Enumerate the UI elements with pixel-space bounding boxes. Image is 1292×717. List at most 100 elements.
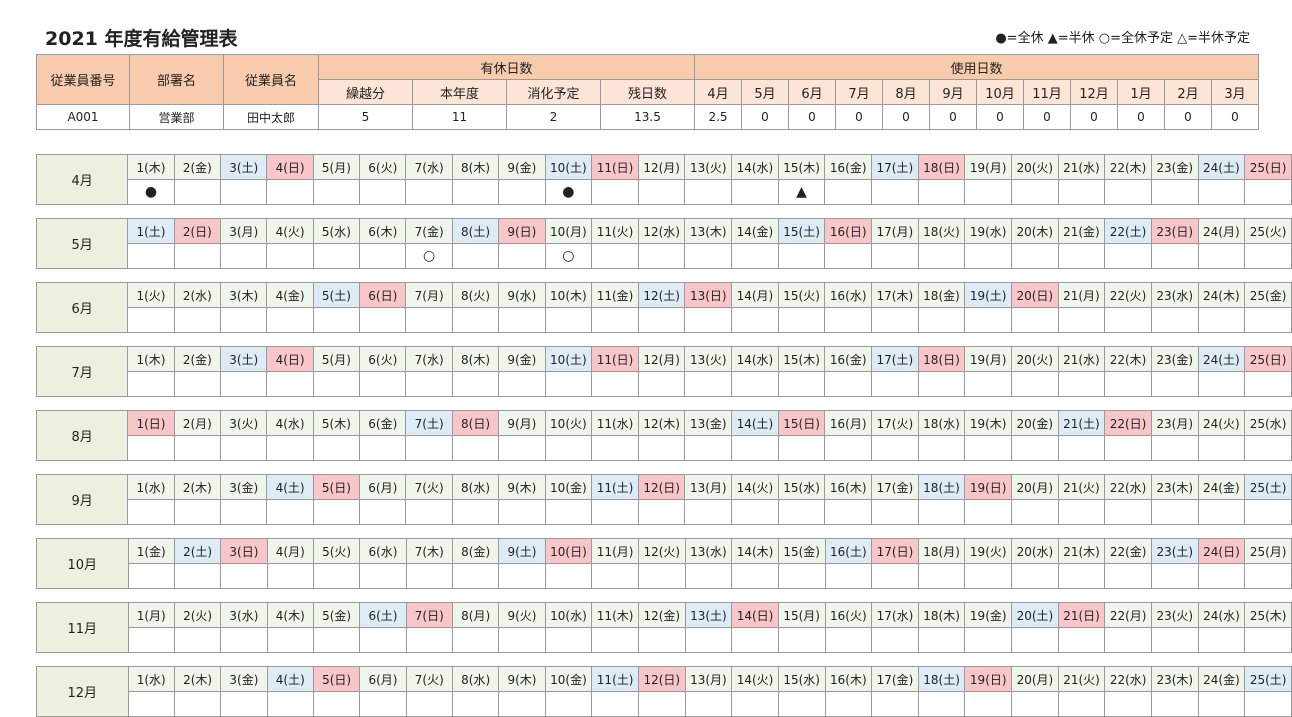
leave-mark-cell[interactable]: [266, 627, 314, 653]
leave-mark-cell[interactable]: [964, 435, 1012, 461]
leave-mark-cell[interactable]: [544, 563, 593, 589]
leave-mark-cell[interactable]: [498, 499, 546, 525]
leave-mark-cell[interactable]: [405, 371, 453, 397]
leave-mark-cell[interactable]: [127, 371, 175, 397]
leave-mark-cell[interactable]: [220, 691, 268, 717]
leave-mark-cell[interactable]: [173, 179, 222, 205]
leave-mark-cell[interactable]: [544, 435, 593, 461]
leave-mark-cell[interactable]: [544, 627, 593, 653]
leave-mark-cell[interactable]: [1244, 691, 1292, 717]
leave-mark-cell[interactable]: [173, 243, 222, 269]
month-used-cell[interactable]: 0: [1211, 104, 1259, 130]
leave-mark-cell[interactable]: [1057, 371, 1106, 397]
leave-mark-cell[interactable]: [871, 563, 919, 589]
leave-mark-cell[interactable]: [266, 691, 314, 717]
leave-mark-cell[interactable]: [1104, 627, 1152, 653]
leave-mark-cell[interactable]: [1104, 691, 1152, 717]
leave-mark-cell[interactable]: [498, 371, 546, 397]
leave-mark-cell[interactable]: [591, 371, 639, 397]
leave-mark-cell[interactable]: [220, 627, 268, 653]
leave-mark-cell[interactable]: [312, 691, 361, 717]
department-cell[interactable]: 営業部: [129, 104, 224, 130]
leave-mark-cell[interactable]: [871, 243, 919, 269]
leave-mark-cell[interactable]: [312, 627, 361, 653]
leave-mark-cell[interactable]: [1057, 499, 1106, 525]
leave-mark-cell[interactable]: [964, 243, 1012, 269]
leave-mark-cell[interactable]: [312, 371, 361, 397]
leave-mark-cell[interactable]: [1197, 499, 1246, 525]
leave-mark-cell[interactable]: [1104, 499, 1152, 525]
leave-mark-cell[interactable]: [1197, 435, 1246, 461]
month-used-cell[interactable]: 2.5: [694, 104, 742, 130]
leave-mark-cell[interactable]: [359, 627, 407, 653]
leave-mark-cell[interactable]: [498, 627, 546, 653]
leave-mark-cell[interactable]: ▲: [777, 179, 826, 205]
leave-mark-cell[interactable]: [871, 627, 919, 653]
employee-name-cell[interactable]: 田中太郎: [223, 104, 319, 130]
month-used-cell[interactable]: 0: [835, 104, 883, 130]
leave-mark-cell[interactable]: [266, 307, 314, 333]
leave-mark-cell[interactable]: [637, 691, 686, 717]
leave-mark-cell[interactable]: [1150, 179, 1199, 205]
leave-mark-cell[interactable]: [1011, 563, 1059, 589]
leave-mark-cell[interactable]: [917, 371, 966, 397]
leave-mark-cell[interactable]: [1057, 691, 1106, 717]
leave-mark-cell[interactable]: [173, 691, 222, 717]
leave-mark-cell[interactable]: [544, 499, 593, 525]
leave-mark-cell[interactable]: [220, 179, 268, 205]
leave-mark-cell[interactable]: [731, 371, 779, 397]
leave-value-cell[interactable]: 5: [318, 104, 413, 130]
leave-mark-cell[interactable]: [917, 179, 966, 205]
leave-mark-cell[interactable]: [1057, 307, 1106, 333]
leave-mark-cell[interactable]: [591, 307, 639, 333]
leave-mark-cell[interactable]: [127, 563, 175, 589]
leave-mark-cell[interactable]: [359, 371, 407, 397]
leave-mark-cell[interactable]: [964, 627, 1013, 653]
leave-mark-cell[interactable]: [731, 179, 779, 205]
leave-mark-cell[interactable]: [964, 691, 1013, 717]
leave-mark-cell[interactable]: [637, 307, 686, 333]
leave-mark-cell[interactable]: [591, 435, 639, 461]
leave-mark-cell[interactable]: [637, 627, 686, 653]
leave-mark-cell[interactable]: [498, 243, 546, 269]
leave-mark-cell[interactable]: [266, 371, 314, 397]
leave-mark-cell[interactable]: [777, 691, 826, 717]
leave-mark-cell[interactable]: [824, 179, 873, 205]
leave-mark-cell[interactable]: [405, 435, 453, 461]
leave-mark-cell[interactable]: [731, 435, 779, 461]
leave-mark-cell[interactable]: [1104, 179, 1152, 205]
leave-mark-cell[interactable]: [405, 499, 453, 525]
leave-mark-cell[interactable]: ●: [127, 179, 175, 205]
leave-mark-cell[interactable]: [1150, 243, 1199, 269]
leave-mark-cell[interactable]: [1010, 371, 1059, 397]
leave-mark-cell[interactable]: [359, 499, 407, 525]
leave-mark-cell[interactable]: [964, 563, 1013, 589]
leave-mark-cell[interactable]: [173, 435, 222, 461]
leave-mark-cell[interactable]: [312, 435, 361, 461]
leave-mark-cell[interactable]: [359, 307, 407, 333]
leave-mark-cell[interactable]: [127, 691, 175, 717]
leave-mark-cell[interactable]: [1150, 691, 1199, 717]
leave-mark-cell[interactable]: ○: [544, 243, 593, 269]
leave-mark-cell[interactable]: [824, 563, 873, 589]
leave-mark-cell[interactable]: [1150, 435, 1199, 461]
leave-mark-cell[interactable]: [1197, 243, 1246, 269]
leave-mark-cell[interactable]: [1244, 435, 1292, 461]
employee-no-cell[interactable]: A001: [36, 104, 130, 130]
leave-mark-cell[interactable]: [1244, 307, 1292, 333]
leave-mark-cell[interactable]: [173, 371, 222, 397]
leave-mark-cell[interactable]: [359, 243, 407, 269]
leave-mark-cell[interactable]: [359, 691, 407, 717]
leave-mark-cell[interactable]: [220, 307, 268, 333]
leave-mark-cell[interactable]: [173, 499, 222, 525]
leave-mark-cell[interactable]: [173, 307, 222, 333]
leave-mark-cell[interactable]: [964, 307, 1012, 333]
leave-mark-cell[interactable]: [591, 563, 639, 589]
leave-mark-cell[interactable]: [312, 243, 361, 269]
leave-mark-cell[interactable]: [544, 307, 593, 333]
leave-mark-cell[interactable]: [359, 179, 407, 205]
leave-mark-cell[interactable]: [498, 691, 546, 717]
leave-mark-cell[interactable]: [824, 435, 873, 461]
leave-mark-cell[interactable]: [312, 179, 361, 205]
leave-mark-cell[interactable]: [405, 691, 453, 717]
